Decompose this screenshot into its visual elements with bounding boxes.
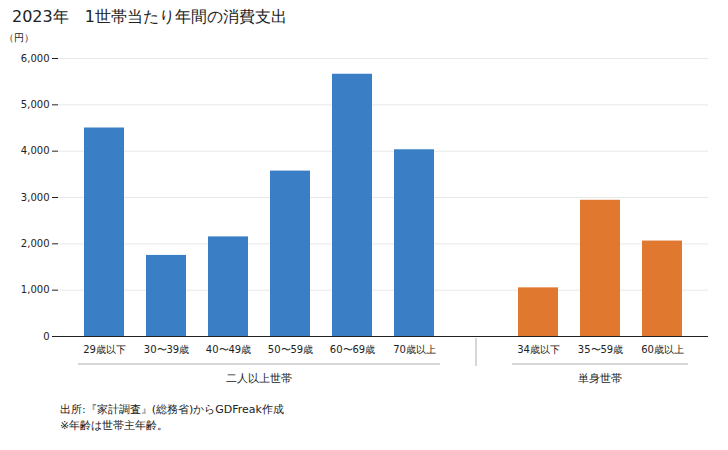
svg-text:単身世帯: 単身世帯 xyxy=(578,372,622,385)
svg-text:35〜59歳: 35〜59歳 xyxy=(578,344,623,355)
html-text:出所:『家計調査』(総務省)からGDFreak作成: 出所:『家計調査』(総務省)からGDFreak作成 xyxy=(60,403,284,416)
html-text:2023年 1世帯当たり年間の消費支出: 2023年 1世帯当たり年間の消費支出 xyxy=(12,7,287,26)
svg-text:5,000: 5,000 xyxy=(21,99,50,110)
svg-text:40〜49歳: 40〜49歳 xyxy=(206,344,251,355)
svg-text:4,000: 4,000 xyxy=(21,145,50,156)
svg-text:29歳以下: 29歳以下 xyxy=(83,344,126,355)
svg-text:60歳以上: 60歳以上 xyxy=(641,344,684,355)
svg-text:0: 0 xyxy=(43,331,49,342)
svg-text:6,000: 6,000 xyxy=(21,53,50,64)
svg-text:60〜69歳: 60〜69歳 xyxy=(330,344,375,355)
svg-text:2,000: 2,000 xyxy=(21,238,50,249)
html-text:※年齢は世帯主年齢。: ※年齢は世帯主年齢。 xyxy=(60,419,169,432)
svg-text:34歳以下: 34歳以下 xyxy=(517,344,560,355)
svg-text:3,000: 3,000 xyxy=(21,192,50,203)
svg-text:（円）: （円） xyxy=(4,32,34,43)
svg-text:1,000: 1,000 xyxy=(21,284,50,295)
svg-text:30〜39歳: 30〜39歳 xyxy=(144,344,189,355)
svg-text:70歳以上: 70歳以上 xyxy=(393,344,436,355)
svg-text:二人以上世帯: 二人以上世帯 xyxy=(226,372,292,385)
svg-text:50〜59歳: 50〜59歳 xyxy=(268,344,313,355)
